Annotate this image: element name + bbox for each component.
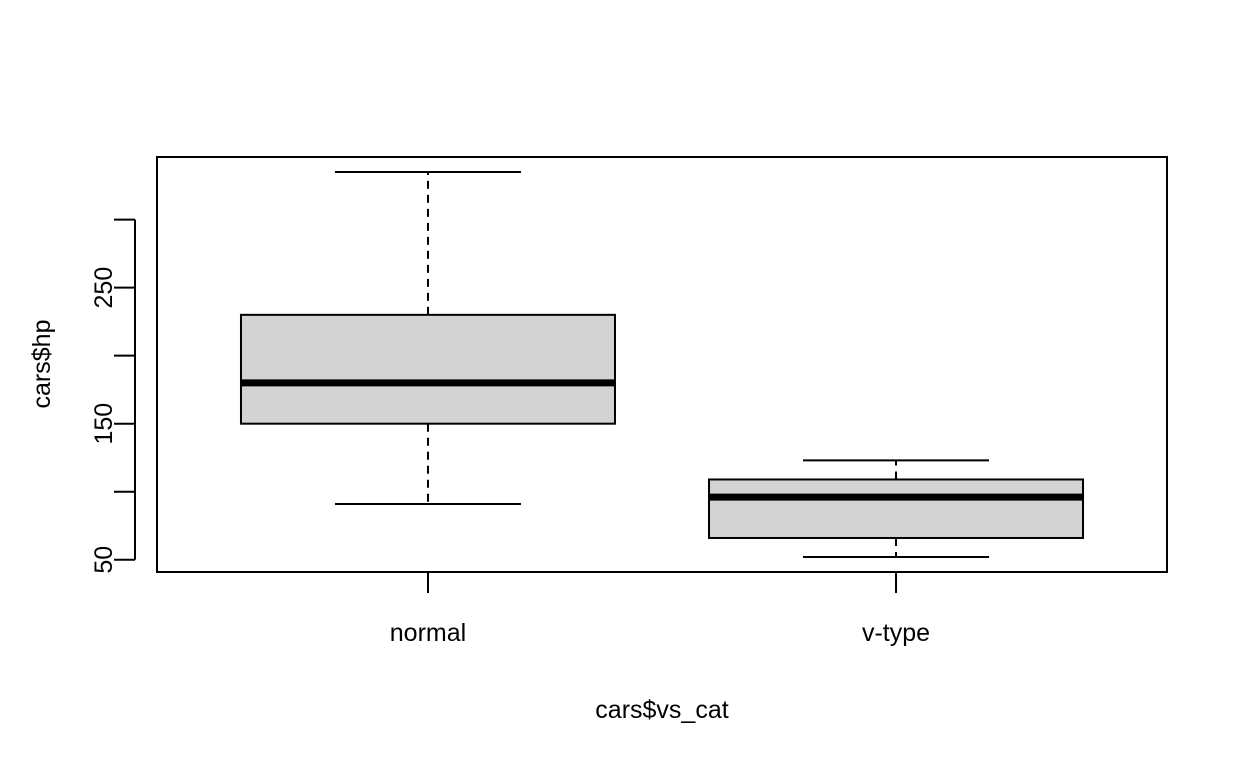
x-tick-label: normal	[390, 619, 466, 647]
y-axis: 50 150 250	[90, 218, 136, 574]
y-axis-title: cars$hp	[28, 320, 56, 409]
x-axis-title: cars$vs_cat	[595, 696, 728, 724]
box-body	[239, 313, 616, 425]
box-v-type	[708, 459, 1085, 559]
box-normal	[239, 170, 616, 505]
x-tick-label: v-type	[862, 619, 930, 647]
y-tick-label: 250	[90, 267, 118, 309]
box-body	[708, 478, 1085, 539]
plot-frame	[156, 156, 1168, 573]
x-axis: normal v-type	[390, 572, 930, 647]
box-group	[239, 170, 1085, 559]
y-tick-label: 50	[90, 546, 118, 574]
y-tick-label: 150	[90, 403, 118, 445]
